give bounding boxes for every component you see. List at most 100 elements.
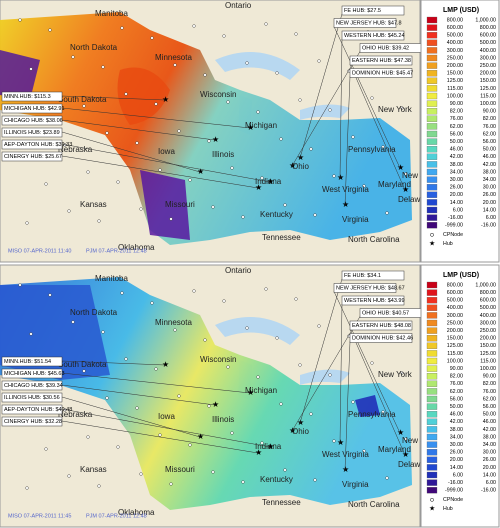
state-label: South Dakota: [58, 95, 107, 104]
legend-swatch: [426, 24, 438, 31]
legend-from: 42.00: [450, 419, 463, 425]
legend-to: 20.00: [483, 465, 496, 471]
hub-label: OHIO HUB: $39.42: [362, 45, 409, 51]
low-spot: [0, 285, 110, 380]
leader-line: [344, 341, 351, 471]
cp-node: [120, 26, 124, 30]
legend-to: 600.00: [480, 298, 496, 304]
hub-label: ILLINOIS HUB: $30.56: [4, 395, 60, 401]
legend-from: 300.00: [447, 48, 463, 54]
legend-swatch: [426, 312, 438, 319]
state-label: Maryland: [378, 180, 411, 189]
cp-node: [404, 437, 408, 441]
legend-to: 26.00: [483, 457, 496, 463]
legend-swatch: [426, 214, 438, 221]
legend-from: 26.00: [450, 185, 463, 191]
legend-to: 250.00: [480, 328, 496, 334]
legend-from: 800.00: [447, 17, 463, 23]
legend-from: 500.00: [447, 33, 463, 39]
cp-node: [158, 168, 162, 172]
cp-node: [116, 445, 120, 449]
legend-to: 56.00: [483, 139, 496, 145]
cp-node: [101, 330, 105, 334]
legend-swatch: [426, 426, 438, 433]
cp-node: [404, 172, 408, 176]
hub-box: [1, 392, 63, 403]
leader-line: [61, 420, 259, 454]
leader-line: [61, 408, 271, 448]
legend-to: 6.00: [486, 480, 496, 486]
legend-to: 14.00: [483, 207, 496, 213]
cp-node: [169, 482, 173, 486]
hot-spot: [117, 67, 170, 125]
cp-node: [67, 474, 71, 478]
hub-star: ★: [402, 185, 409, 194]
cp-node: [203, 338, 207, 342]
leader-line: [61, 131, 201, 173]
cp-node: [298, 98, 302, 102]
legend-to: 150.00: [480, 343, 496, 349]
legend-cpnode: CPNode: [443, 497, 463, 503]
legend-from: 14.00: [450, 465, 463, 471]
legend-title: LMP (USD): [443, 272, 479, 279]
legend-to: 1,000.00: [475, 282, 496, 288]
legend-hub-icon: ★: [429, 240, 435, 248]
legend-from: 82.00: [450, 374, 463, 380]
state-label: Nebraska: [58, 410, 93, 419]
legend-to: 30.00: [483, 450, 496, 456]
cp-node: [313, 213, 317, 217]
legend-swatch: [426, 16, 438, 24]
legend-swatch: [426, 441, 438, 448]
cp-node: [154, 102, 158, 106]
cp-node: [313, 478, 317, 482]
hub-label: CINERGY HUB: $25.67: [4, 154, 62, 160]
hub-star: ★: [267, 442, 274, 451]
hub-star: ★: [255, 448, 262, 457]
cp-node: [86, 435, 90, 439]
state-label: Illinois: [212, 415, 234, 424]
leader-line: [291, 51, 361, 167]
leader-line: [339, 303, 343, 444]
leader-line: [344, 76, 351, 206]
legend-to: 150.00: [480, 78, 496, 84]
hub-label: AEP-DAYTON HUB: $40.48: [4, 407, 72, 413]
legend-to: 100.00: [480, 366, 496, 372]
cp-node: [207, 404, 211, 408]
hub-star: ★: [397, 428, 404, 437]
cp-node: [362, 449, 366, 453]
legend-swatch: [426, 380, 438, 387]
legend-from: 76.00: [450, 116, 463, 122]
legend-from: 30.00: [450, 442, 463, 448]
legend-from: 115.00: [447, 351, 463, 357]
state-label: Illinois: [212, 150, 234, 159]
legend-swatch: [426, 395, 438, 403]
cp-node: [169, 217, 173, 221]
legend-swatch: [426, 176, 438, 183]
legend-to: 500.00: [480, 305, 496, 311]
hub-star: ★: [162, 95, 169, 104]
cp-node: [260, 176, 264, 180]
legend-from: 46.00: [450, 147, 463, 153]
state-label: Ohio: [292, 427, 309, 436]
legend-swatch: [426, 411, 438, 418]
legend-to: 46.00: [483, 154, 496, 160]
cp-node: [230, 431, 234, 435]
legend-to: 50.00: [483, 147, 496, 153]
legend-to: 115.00: [480, 358, 496, 364]
cp-node: [29, 332, 33, 336]
cp-node: [275, 336, 279, 340]
legend-to: 26.00: [483, 192, 496, 198]
legend-swatch: [426, 388, 438, 395]
cp-node: [317, 324, 321, 328]
cp-node: [135, 406, 139, 410]
hub-box: [1, 115, 63, 126]
hub-box: [349, 68, 413, 78]
cp-node: [381, 145, 385, 149]
state-label: Oklahoma: [118, 243, 155, 252]
low-spot: [355, 395, 380, 417]
market-area: [0, 12, 412, 245]
hub-star: ★: [247, 123, 254, 132]
hub-box: [1, 151, 63, 162]
legend-swatch: [426, 115, 438, 122]
